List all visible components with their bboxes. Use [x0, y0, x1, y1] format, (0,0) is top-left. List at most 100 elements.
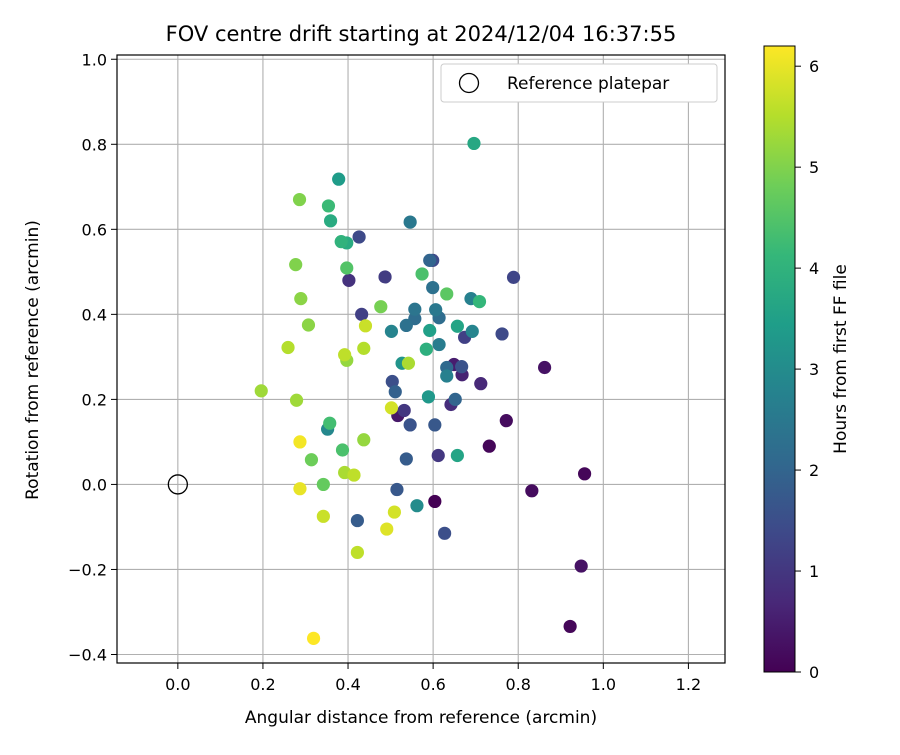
data-point: [431, 448, 445, 463]
data-point: [289, 393, 304, 407]
legend: Reference platepar: [440, 63, 718, 103]
data-point: [340, 261, 354, 275]
data-point: [472, 295, 487, 309]
data-point: [440, 287, 454, 301]
colorbar-tick-label: 4: [809, 259, 819, 278]
data-point: [304, 453, 319, 467]
data-point: [421, 390, 436, 404]
data-point: [450, 319, 464, 333]
data-point: [455, 360, 469, 374]
data-point: [384, 324, 399, 338]
reference-point: [167, 474, 188, 495]
data-point: [352, 230, 366, 244]
data-point: [350, 513, 364, 528]
data-point: [482, 439, 496, 453]
data-point: [499, 414, 513, 428]
data-point: [281, 340, 295, 355]
data-point: [474, 377, 488, 391]
data-point: [525, 484, 539, 498]
data-point: [426, 280, 440, 295]
data-point: [254, 384, 268, 398]
data-point: [577, 467, 592, 481]
data-point: [357, 341, 371, 355]
y-tick-label: −0.2: [68, 560, 107, 579]
x-tick-label: 0.0: [165, 675, 190, 694]
data-point: [347, 468, 361, 482]
colorbar-tick-label: 2: [809, 461, 819, 480]
colorbar-tick-label: 5: [809, 158, 819, 177]
data-point: [429, 303, 443, 317]
data-point: [321, 199, 336, 213]
x-tick-label: 0.6: [420, 675, 445, 694]
y-tick-label: 0.8: [82, 135, 107, 154]
data-point: [338, 348, 352, 362]
y-tick-label: 0.2: [82, 390, 107, 409]
data-point: [358, 319, 373, 333]
data-point: [350, 545, 364, 560]
data-point: [419, 342, 433, 356]
data-point: [316, 477, 330, 492]
reference-point-layer: [167, 474, 188, 495]
data-point: [399, 318, 413, 333]
data-point: [465, 324, 479, 338]
data-point: [438, 526, 452, 540]
data-point: [384, 401, 399, 415]
data-point: [495, 327, 509, 341]
chart-title: FOV centre drift starting at 2024/12/04 …: [166, 22, 677, 46]
data-point: [390, 482, 404, 497]
data-point: [334, 235, 348, 249]
data-point: [289, 258, 303, 272]
data-point: [355, 307, 369, 321]
data-point: [415, 267, 429, 281]
data-point: [293, 482, 307, 496]
data-point: [306, 631, 321, 645]
data-point: [403, 418, 417, 432]
y-tick-label: 1.0: [82, 50, 107, 69]
data-point: [397, 403, 411, 418]
data-point: [440, 369, 454, 383]
colorbar-ticks: 0 1 2 3 4 5 6: [795, 57, 819, 682]
plot-frame: [116, 54, 726, 664]
x-tick-label: 0.8: [505, 675, 530, 694]
y-tick-label: 0.4: [82, 305, 107, 324]
data-point: [293, 435, 307, 449]
data-point: [294, 292, 308, 306]
x-tick-label: 0.4: [335, 675, 360, 694]
legend-marker-reference: [458, 72, 480, 94]
data-point: [450, 448, 464, 463]
data-point: [423, 323, 437, 338]
y-axis-label: Rotation from reference (arcmin): [23, 220, 43, 500]
colorbar-label: Hours from first FF file: [831, 264, 851, 454]
data-point: [537, 360, 552, 375]
data-point: [292, 192, 307, 207]
y-axis-ticks: −0.4 −0.2 0.0 0.2 0.4 0.6 0.8 1.0: [68, 50, 117, 664]
y-tick-label: −0.4: [68, 645, 107, 664]
data-point: [374, 300, 388, 314]
data-point: [428, 418, 442, 432]
data-point: [448, 392, 462, 406]
data-point: [316, 509, 330, 523]
colorbar: 0 1 2 3 4 5 6 Hours from first FF file: [763, 45, 851, 682]
data-point: [385, 374, 399, 389]
legend-label-reference: Reference platepar: [507, 74, 669, 94]
colorbar-tick-label: 0: [809, 663, 819, 682]
data-point: [403, 215, 417, 229]
data-point: [428, 494, 442, 509]
data-point: [467, 136, 481, 151]
colorbar-tick-label: 6: [809, 57, 819, 76]
data-point: [410, 499, 424, 513]
x-tick-label: 1.2: [676, 675, 701, 694]
data-point: [378, 270, 392, 284]
data-point: [332, 172, 346, 186]
data-point: [432, 337, 446, 352]
data-point: [301, 318, 316, 332]
data-point: [323, 214, 338, 228]
x-axis-label: Angular distance from reference (arcmin): [245, 708, 597, 728]
colorbar-tick-label: 3: [809, 360, 819, 379]
data-point: [380, 522, 394, 536]
y-tick-label: 0.6: [82, 220, 107, 239]
x-tick-label: 0.2: [250, 675, 275, 694]
grid: [117, 55, 725, 663]
